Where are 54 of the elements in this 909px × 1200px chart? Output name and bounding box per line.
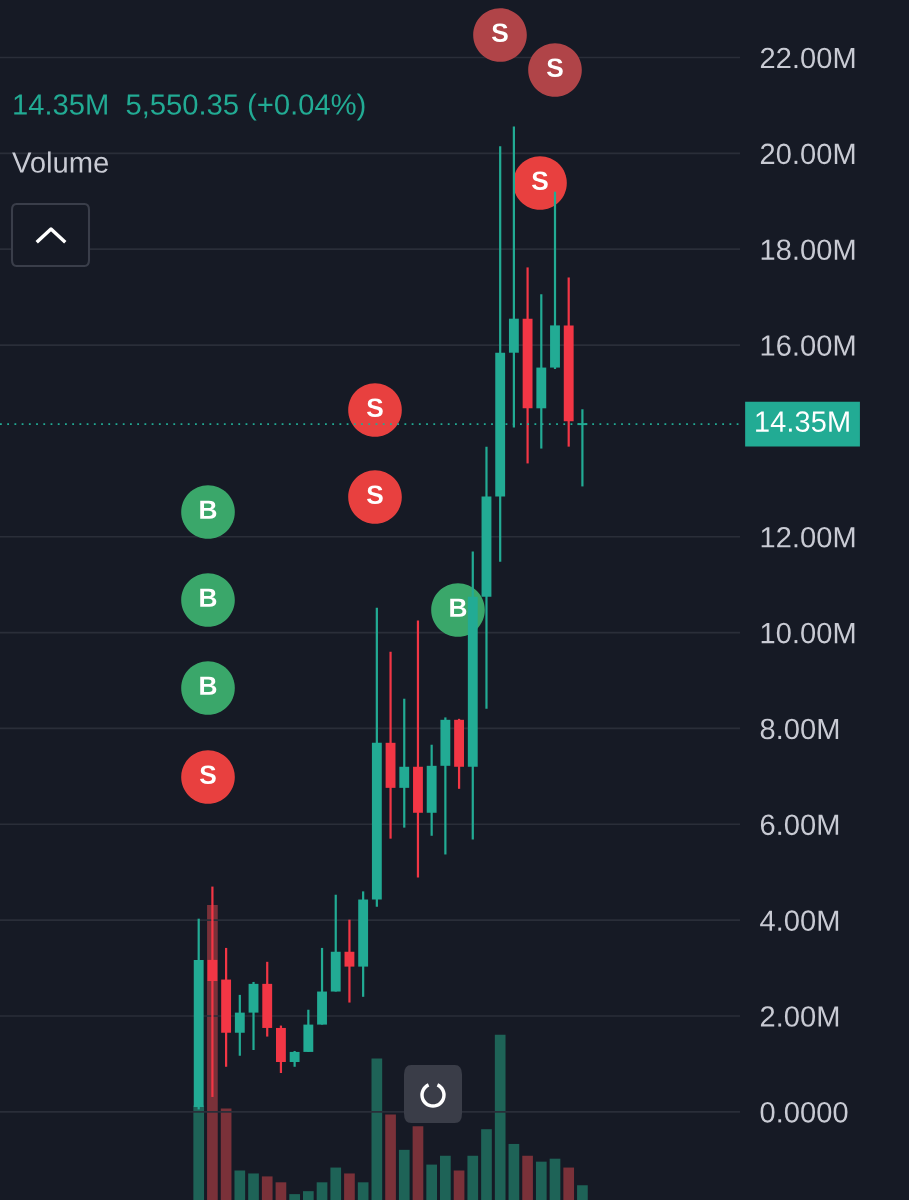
bar bbox=[302, 1191, 314, 1200]
annotation: S bbox=[366, 398, 383, 418]
bar bbox=[467, 1155, 479, 1200]
bar bbox=[453, 1170, 465, 1200]
y-tick-label: 20.00M bbox=[760, 143, 855, 165]
bar bbox=[344, 1173, 355, 1200]
bar bbox=[220, 1108, 232, 1200]
bar bbox=[275, 1182, 287, 1200]
annotation: S bbox=[491, 23, 508, 43]
bar bbox=[494, 1034, 506, 1200]
bar bbox=[412, 1126, 424, 1200]
y-tick-label: 12.00M bbox=[761, 526, 855, 548]
annotation: Volume bbox=[12, 151, 108, 173]
y-tick-label: 22.00M bbox=[760, 47, 855, 69]
bar bbox=[549, 1158, 561, 1200]
bar bbox=[440, 1155, 451, 1200]
bar bbox=[577, 1185, 588, 1200]
annotation: S bbox=[199, 765, 216, 785]
bar bbox=[261, 1176, 273, 1200]
y-tick-label: 18.00M bbox=[761, 239, 855, 261]
annotation: B bbox=[200, 676, 217, 695]
bar bbox=[248, 1173, 259, 1200]
bar bbox=[522, 1155, 533, 1200]
candlestick bbox=[344, 918, 355, 1004]
bar bbox=[357, 1182, 369, 1200]
bar bbox=[481, 1129, 492, 1200]
annotation: 14.35M 5,550.35 (+0.04%) bbox=[14, 93, 365, 121]
ref-line-label: 14.35M bbox=[756, 411, 849, 432]
y-tick-label: 16.00M bbox=[761, 335, 855, 356]
bar bbox=[508, 1143, 520, 1200]
y-tick-label: 10.00M bbox=[761, 622, 855, 644]
y-tick-label: 0.0000 bbox=[760, 1102, 848, 1123]
annotation: S bbox=[546, 58, 563, 78]
bar bbox=[289, 1194, 300, 1200]
bar bbox=[316, 1182, 328, 1200]
y-tick-label: 8.00M bbox=[760, 718, 839, 740]
annotation: B bbox=[200, 588, 217, 607]
bar bbox=[426, 1164, 438, 1200]
bar bbox=[563, 1167, 575, 1200]
candlestick bbox=[399, 697, 410, 829]
annotation: S bbox=[366, 485, 383, 505]
bar bbox=[535, 1161, 547, 1200]
annotation: B bbox=[200, 500, 217, 519]
y-tick-label: 6.00M bbox=[760, 814, 839, 836]
bar bbox=[371, 1058, 383, 1200]
bar bbox=[330, 1167, 342, 1200]
annotation: S bbox=[531, 171, 548, 191]
y-tick-label: 2.00M bbox=[760, 1006, 839, 1027]
candlestick bbox=[234, 993, 245, 1057]
bar bbox=[234, 1170, 246, 1200]
annotation: B bbox=[450, 598, 467, 617]
bar bbox=[385, 1114, 396, 1200]
bar bbox=[398, 1149, 410, 1200]
y-tick-label: 4.00M bbox=[760, 910, 839, 931]
